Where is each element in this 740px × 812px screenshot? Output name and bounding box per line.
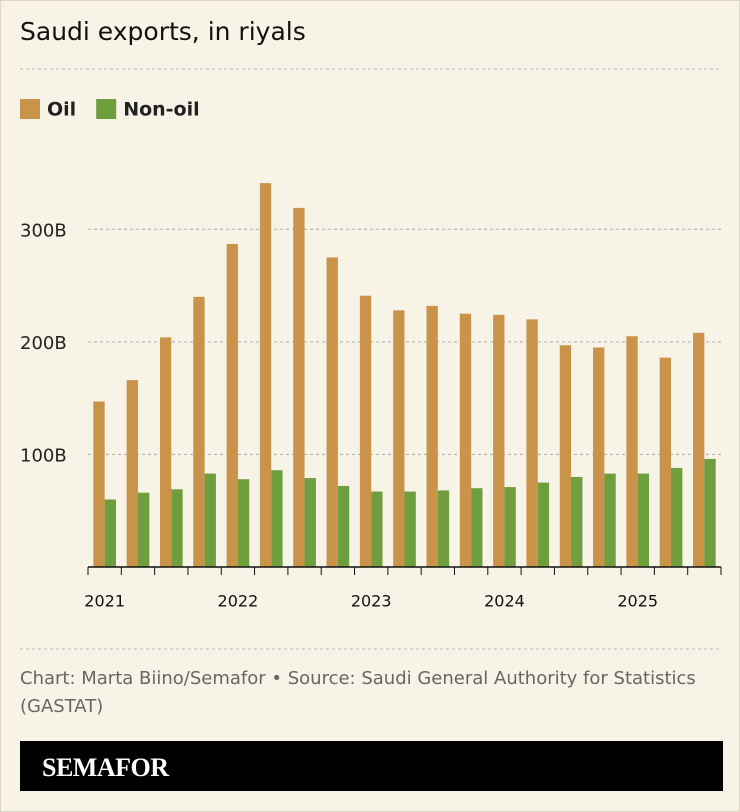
bar: [559, 345, 572, 567]
x-tick-label: 2022: [218, 592, 259, 611]
x-tick-label: 2025: [617, 592, 658, 611]
bar: [126, 380, 138, 567]
y-tick-label: 100B: [20, 445, 67, 466]
bar: [271, 470, 283, 567]
bar: [137, 492, 150, 567]
bar: [593, 347, 605, 567]
legend-label: Non-oil: [123, 99, 199, 121]
bar: [426, 305, 438, 567]
bar: [471, 488, 483, 567]
bar: [104, 499, 116, 567]
bar: [537, 482, 550, 567]
bar: [171, 489, 183, 567]
bar: [93, 401, 105, 567]
bar: [371, 491, 383, 567]
y-tick-label: 300B: [20, 220, 67, 241]
x-tick-label: 2024: [484, 592, 525, 611]
bar: [637, 473, 650, 567]
bar: [226, 243, 238, 568]
bar: [693, 332, 705, 567]
source: Chart: Marta Biino/Semafor • Source: Sau…: [20, 668, 696, 717]
bar: [604, 473, 616, 567]
bar: [293, 207, 305, 567]
bar: [337, 485, 350, 567]
bar: [504, 487, 516, 567]
banner: SEMAFOR: [20, 741, 723, 791]
bar: [326, 257, 338, 567]
x-tick-label: 2021: [84, 592, 125, 611]
legend-swatch: [96, 99, 117, 119]
chart-title: Saudi exports, in riyals: [20, 17, 306, 46]
bar: [259, 183, 272, 568]
bar: [437, 490, 450, 567]
bar: [193, 296, 205, 567]
bar: [704, 458, 716, 567]
bar: [159, 337, 172, 567]
legend-swatch: [20, 99, 40, 119]
x-tick-label: 2023: [351, 592, 392, 611]
bar: [237, 479, 250, 567]
chart: Saudi exports, in riyals Oil Non-oil 100B 2…: [20, 17, 722, 650]
bar: [459, 313, 472, 567]
bar: [626, 336, 638, 567]
bar: [393, 310, 405, 567]
bar: [359, 295, 372, 567]
bar: [204, 473, 216, 567]
logo: SEMAFOR: [42, 753, 169, 782]
bar: [304, 478, 316, 567]
y-tick-label: 200B: [20, 333, 67, 354]
bar: [671, 467, 683, 567]
legend-label: Oil: [47, 99, 76, 121]
bar: [571, 476, 583, 567]
bar: [659, 357, 672, 567]
bar: [493, 314, 505, 567]
bar: [526, 319, 538, 567]
bar: [404, 491, 416, 567]
